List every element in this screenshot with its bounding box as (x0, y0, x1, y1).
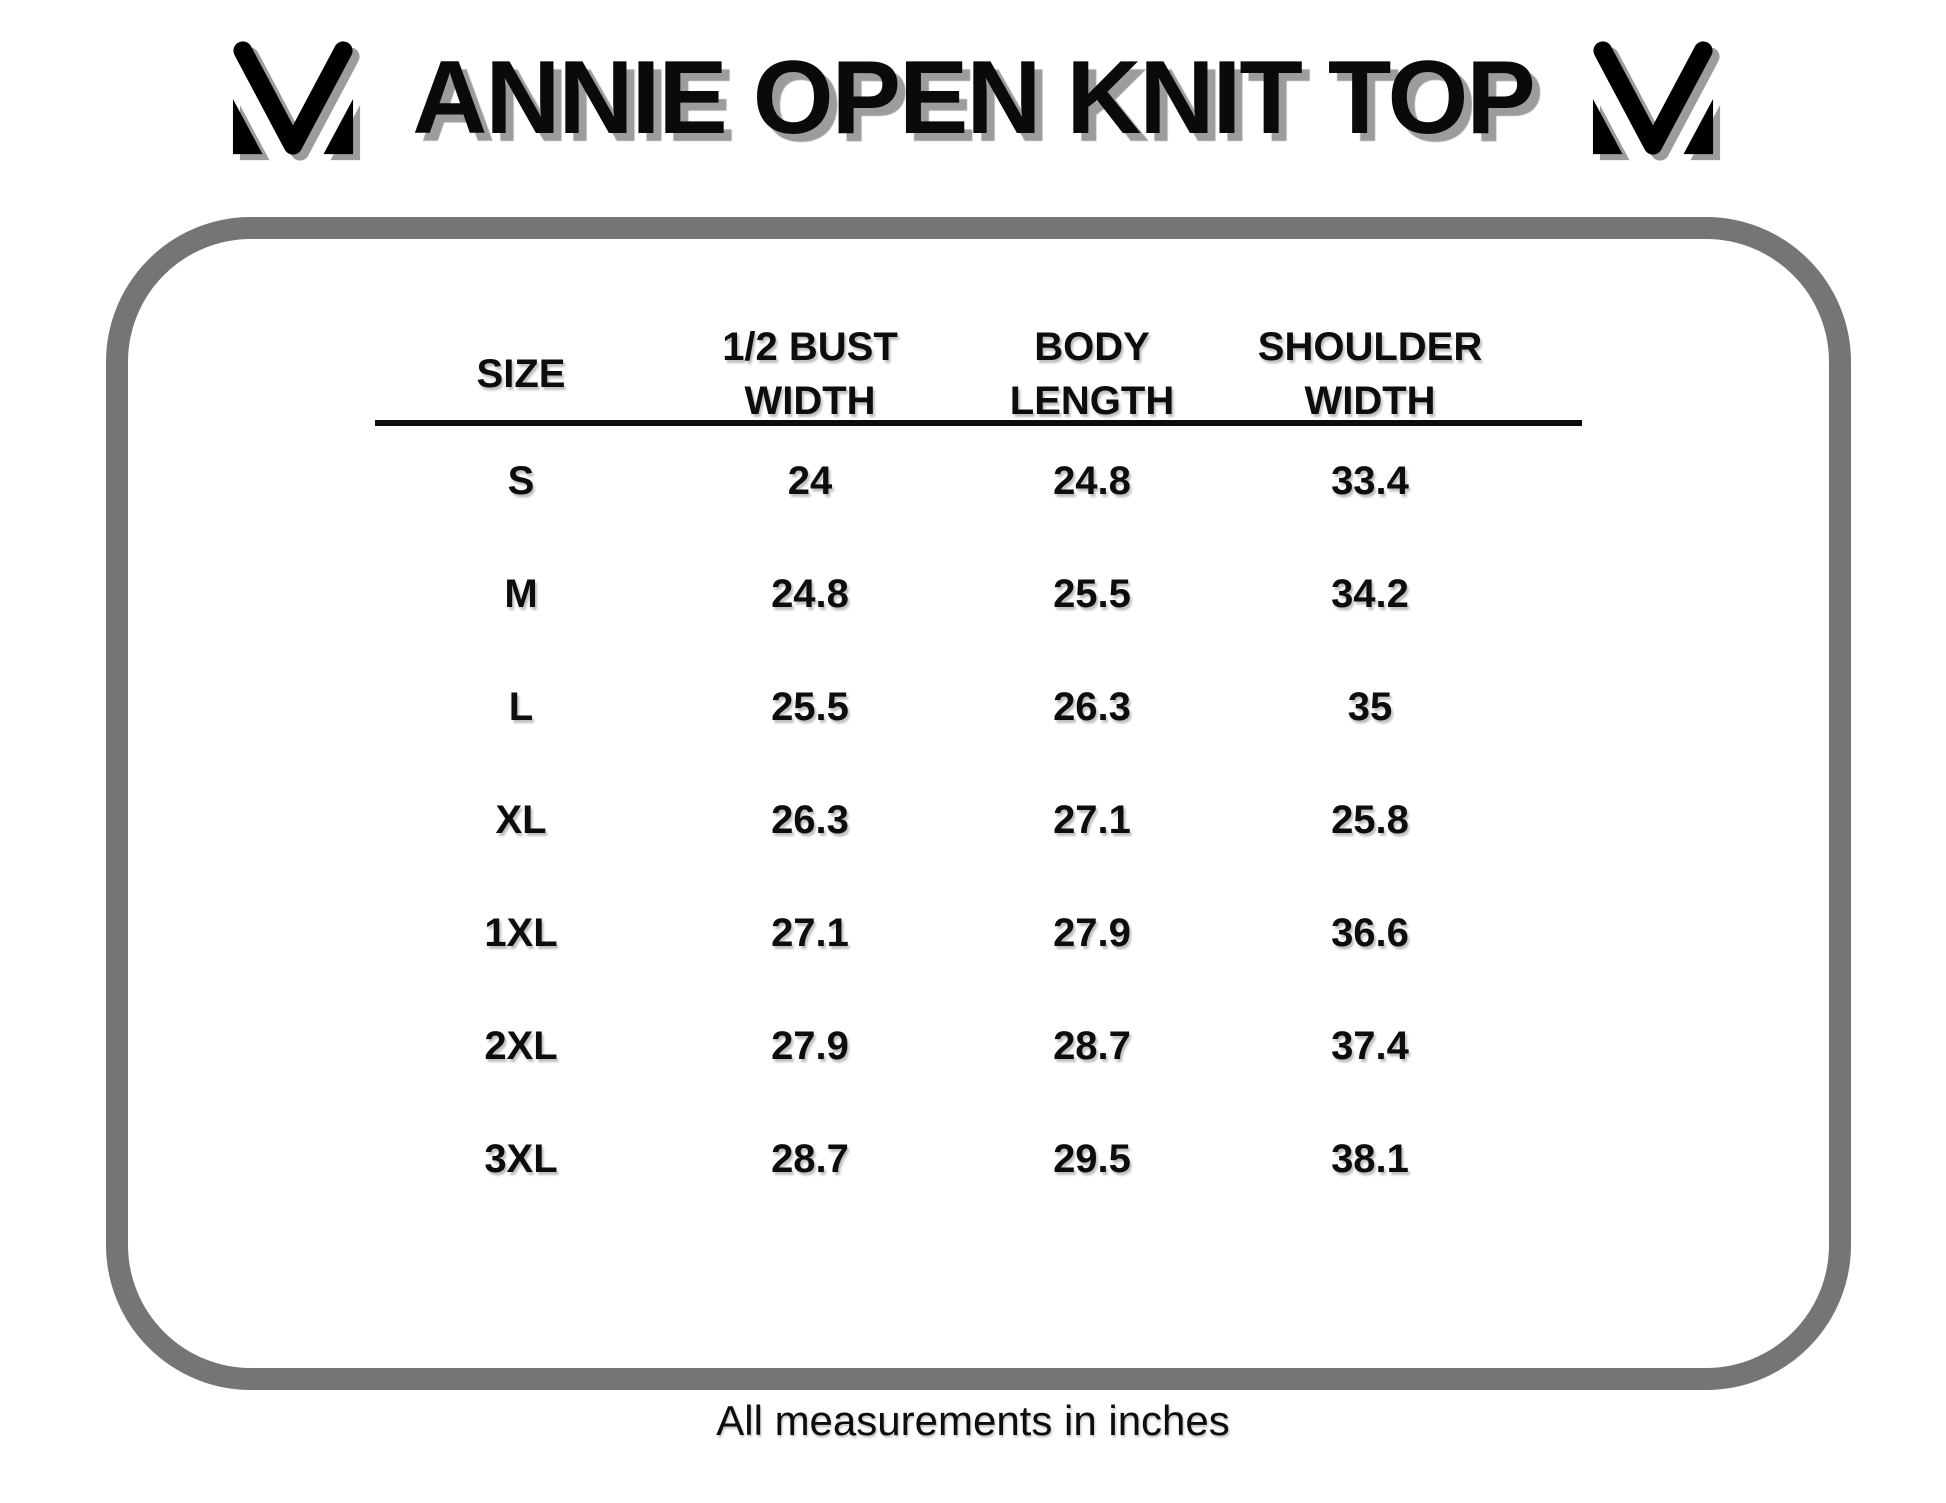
measurement-cell: 24 (787, 459, 833, 503)
column-header-line: SIZE (476, 352, 566, 396)
measurement-cell: 25.5 (1053, 572, 1131, 616)
measurement-cell: 25.5 (771, 685, 849, 729)
measurement-cell: 24.8 (1053, 459, 1131, 503)
measurement-cell: 33.4 (1331, 459, 1409, 503)
measurement-cell: 28.7 (771, 1137, 849, 1181)
table-row: M 24.8 25.5 34.2 (375, 538, 1509, 651)
size-label-cell: M (504, 572, 538, 616)
column-header-line: WIDTH (1304, 379, 1436, 423)
column-header-line: 1/2 BUST (722, 325, 898, 369)
measurement-cell: 27.9 (771, 1024, 849, 1068)
measurement-cell: 28.7 (1053, 1024, 1131, 1068)
size-label-cell: L (508, 685, 534, 729)
table-row: 1XL 27.1 27.9 36.6 (375, 877, 1509, 990)
brand-m-logo-left (233, 41, 354, 155)
column-header-line: SHOULDER (1257, 325, 1483, 369)
measurement-cell: 36.6 (1331, 911, 1409, 955)
measurement-cell: 27.1 (771, 911, 849, 955)
measurement-cell: 26.3 (771, 798, 849, 842)
size-label-cell: S (507, 459, 535, 503)
column-header-line: WIDTH (744, 379, 876, 423)
table-row: 3XL 28.7 29.5 38.1 (375, 1103, 1509, 1216)
measurement-cell: 26.3 (1053, 685, 1131, 729)
table-header-row: SIZE 1/2 BUST WIDTH BODY LENGTH SHOULDER… (375, 320, 1509, 428)
measurement-cell: 24.8 (771, 572, 849, 616)
table-body: S 24 24.8 33.4 M 24.8 25.5 34.2 L 25.5 26.3 35 XL 26.… (375, 425, 1509, 1216)
measurement-cell: 38.1 (1331, 1137, 1409, 1181)
table-row: L 25.5 26.3 35 (375, 651, 1509, 764)
footer-note: All measurements in inches (716, 1397, 1230, 1444)
header-divider-line (375, 420, 1582, 426)
measurement-cell: 27.1 (1053, 798, 1131, 842)
size-chart-border-box: SIZE 1/2 BUST WIDTH BODY LENGTH SHOULDER… (106, 217, 1851, 1390)
measurement-cell: 34.2 (1331, 572, 1409, 616)
table-row: 2XL 27.9 28.7 37.4 (375, 990, 1509, 1103)
column-header-body-length: BODY LENGTH (953, 320, 1231, 428)
measurement-cell: 29.5 (1053, 1137, 1131, 1181)
brand-m-logo-right (1592, 41, 1713, 155)
measurement-cell: 35 (1347, 685, 1393, 729)
column-header-bust-width: 1/2 BUST WIDTH (667, 320, 953, 428)
column-header-line: BODY (1034, 325, 1150, 369)
size-label-cell: 2XL (484, 1024, 558, 1068)
column-header-size: SIZE (375, 320, 667, 428)
size-label-cell: XL (495, 798, 547, 842)
column-header-shoulder-width: SHOULDER WIDTH (1231, 320, 1509, 428)
table-row: XL 26.3 27.1 25.8 (375, 764, 1509, 877)
measurement-cell: 37.4 (1331, 1024, 1409, 1068)
measurement-cell: 25.8 (1331, 798, 1409, 842)
column-header-line: LENGTH (1009, 379, 1175, 423)
measurement-cell: 27.9 (1053, 911, 1131, 955)
page-title: ANNIE OPEN KNIT TOP (412, 39, 1536, 156)
table-row: S 24 24.8 33.4 (375, 425, 1509, 538)
size-label-cell: 1XL (484, 911, 558, 955)
header: ANNIE OPEN KNIT TOP (0, 0, 1946, 196)
size-label-cell: 3XL (484, 1137, 558, 1181)
